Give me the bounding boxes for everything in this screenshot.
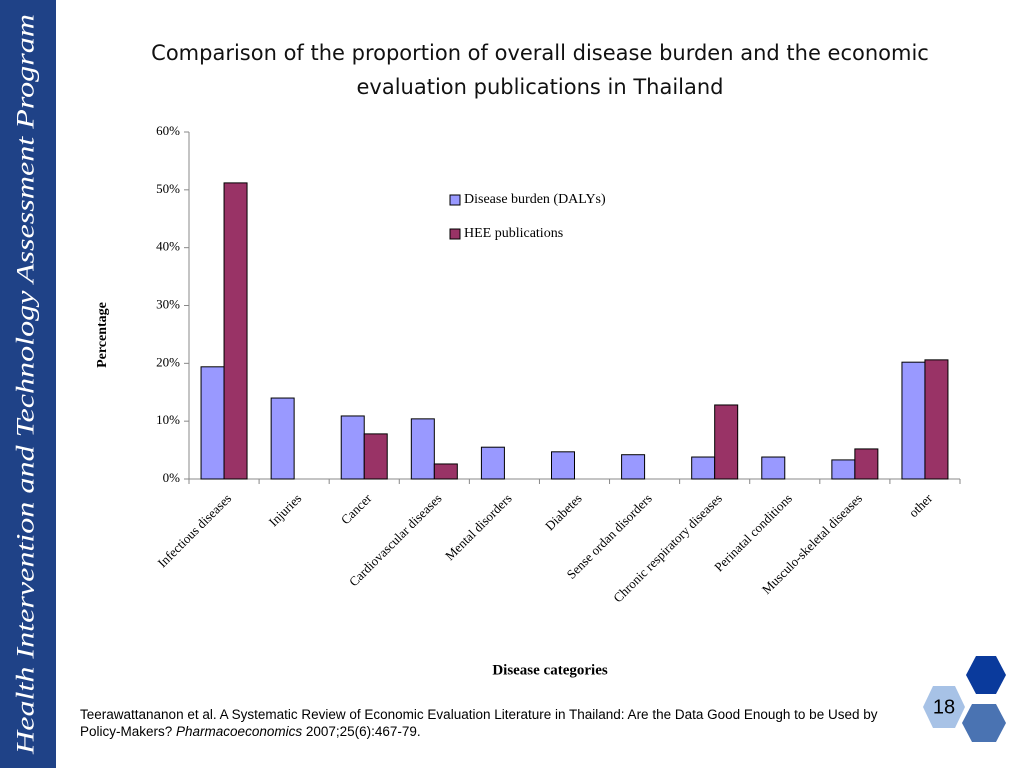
bar <box>714 404 739 480</box>
bar <box>691 456 716 480</box>
chart-title: Comparison of the proportion of overall … <box>151 41 929 99</box>
x-tick-label: Infectious diseases <box>154 491 234 571</box>
hexagon <box>923 686 965 728</box>
bar <box>340 415 365 480</box>
y-tick-label: 40% <box>156 239 180 254</box>
citation-journal: Pharmacoeconomics <box>176 724 303 739</box>
x-axis-label: Disease categories <box>492 662 608 678</box>
x-tick-label: Diabetes <box>542 491 585 534</box>
citation-text: Teerawattananon et al. A Systematic Revi… <box>80 707 878 739</box>
hexagon <box>962 704 1006 742</box>
bar <box>924 359 949 480</box>
y-tick-label: 50% <box>156 181 180 196</box>
bar <box>854 448 879 480</box>
bar <box>761 456 786 480</box>
bar <box>363 433 388 480</box>
legend-label: Disease burden (DALYs) <box>464 192 606 207</box>
page-number: 18 <box>933 696 955 718</box>
bar <box>223 182 248 480</box>
bar <box>621 454 646 480</box>
sidebar <box>0 0 56 768</box>
bar <box>200 366 225 480</box>
hexagon <box>966 656 1006 694</box>
bar <box>410 418 435 480</box>
x-tick-label: Mental disorders <box>442 491 515 564</box>
y-tick-label: 30% <box>156 296 180 311</box>
bar <box>270 397 295 480</box>
x-tick-label: Injuries <box>266 491 305 530</box>
citation: Teerawattananon et al. A Systematic Revi… <box>80 706 880 740</box>
y-tick-label: 60% <box>156 123 180 138</box>
y-axis-label: Percentage <box>95 302 110 368</box>
y-tick-label: 10% <box>156 412 180 427</box>
y-tick-label: 20% <box>156 354 180 369</box>
legend-label: HEE publications <box>464 226 563 241</box>
citation-text: 2007;25(6):467-79. <box>302 724 421 739</box>
y-tick-label: 0% <box>163 470 181 485</box>
legend-swatch <box>449 194 461 206</box>
bar <box>831 459 856 480</box>
legend-swatch <box>449 228 461 240</box>
bar <box>433 463 458 480</box>
bar <box>551 451 575 480</box>
x-tick-label: other <box>906 490 936 520</box>
bar <box>480 446 505 480</box>
sidebar-text: Health Intervention and Technology Asses… <box>13 14 40 755</box>
bar <box>901 361 926 480</box>
x-tick-label: Cancer <box>338 490 375 527</box>
